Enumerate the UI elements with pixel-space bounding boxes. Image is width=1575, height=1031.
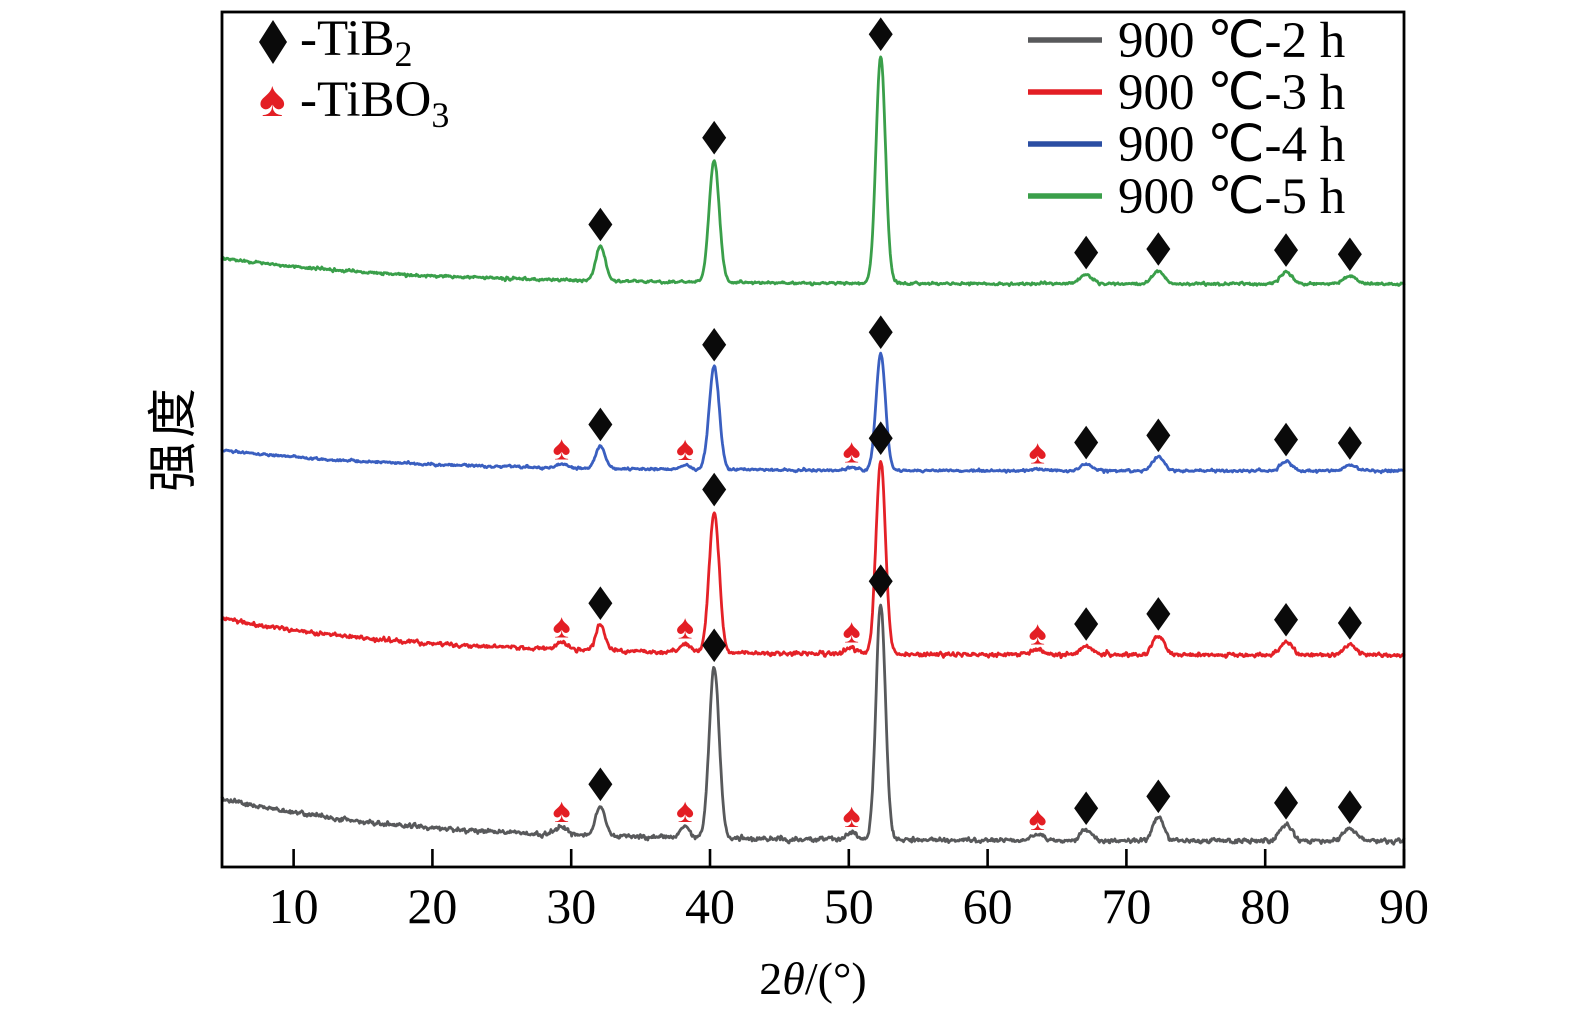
svg-text:♠: ♠	[552, 792, 570, 830]
svg-text:♠: ♠	[259, 71, 286, 127]
svg-text:♠: ♠	[843, 613, 861, 651]
svg-text:♠: ♠	[676, 430, 694, 468]
svg-text:♠: ♠	[843, 432, 861, 470]
svg-text:♠: ♠	[1029, 433, 1047, 471]
svg-text:♠: ♠	[676, 792, 694, 830]
svg-text:♠: ♠	[1029, 800, 1047, 838]
svg-text:♠: ♠	[676, 608, 694, 646]
svg-text:-TiBO3: -TiBO3	[300, 72, 449, 135]
svg-text:-TiB2: -TiB2	[300, 11, 413, 74]
svg-text:900 ℃-5 h: 900 ℃-5 h	[1118, 169, 1345, 225]
svg-text:♠: ♠	[552, 607, 570, 645]
svg-text:♠: ♠	[843, 797, 861, 835]
svg-text:900 ℃-2 h: 900 ℃-2 h	[1118, 13, 1345, 69]
svg-text:♠: ♠	[1029, 615, 1047, 653]
svg-text:♠: ♠	[552, 429, 570, 467]
svg-text:900 ℃-3 h: 900 ℃-3 h	[1118, 65, 1345, 121]
svg-text:900 ℃-4 h: 900 ℃-4 h	[1118, 117, 1345, 173]
